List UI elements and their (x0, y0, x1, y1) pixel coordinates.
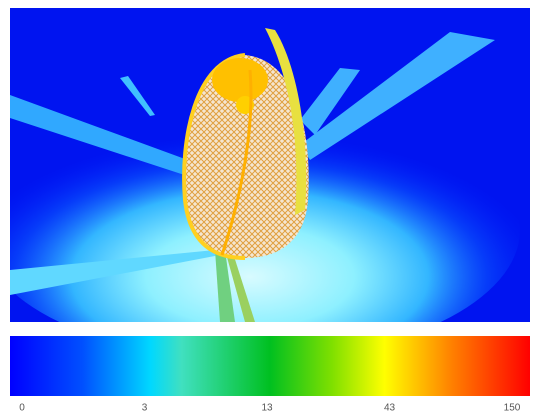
tick-label: 43 (384, 403, 396, 414)
render (0, 8, 530, 360)
colorbar-ticks: 0 3 13 43 150 (19, 403, 521, 414)
figure: 0 3 13 43 150 (0, 0, 535, 416)
tick-label: 3 (142, 403, 148, 414)
tick-label: 13 (261, 403, 273, 414)
top (212, 58, 268, 102)
colorbar (10, 336, 530, 396)
tick-label: 0 (19, 403, 25, 414)
tick-label: 150 (504, 403, 521, 414)
